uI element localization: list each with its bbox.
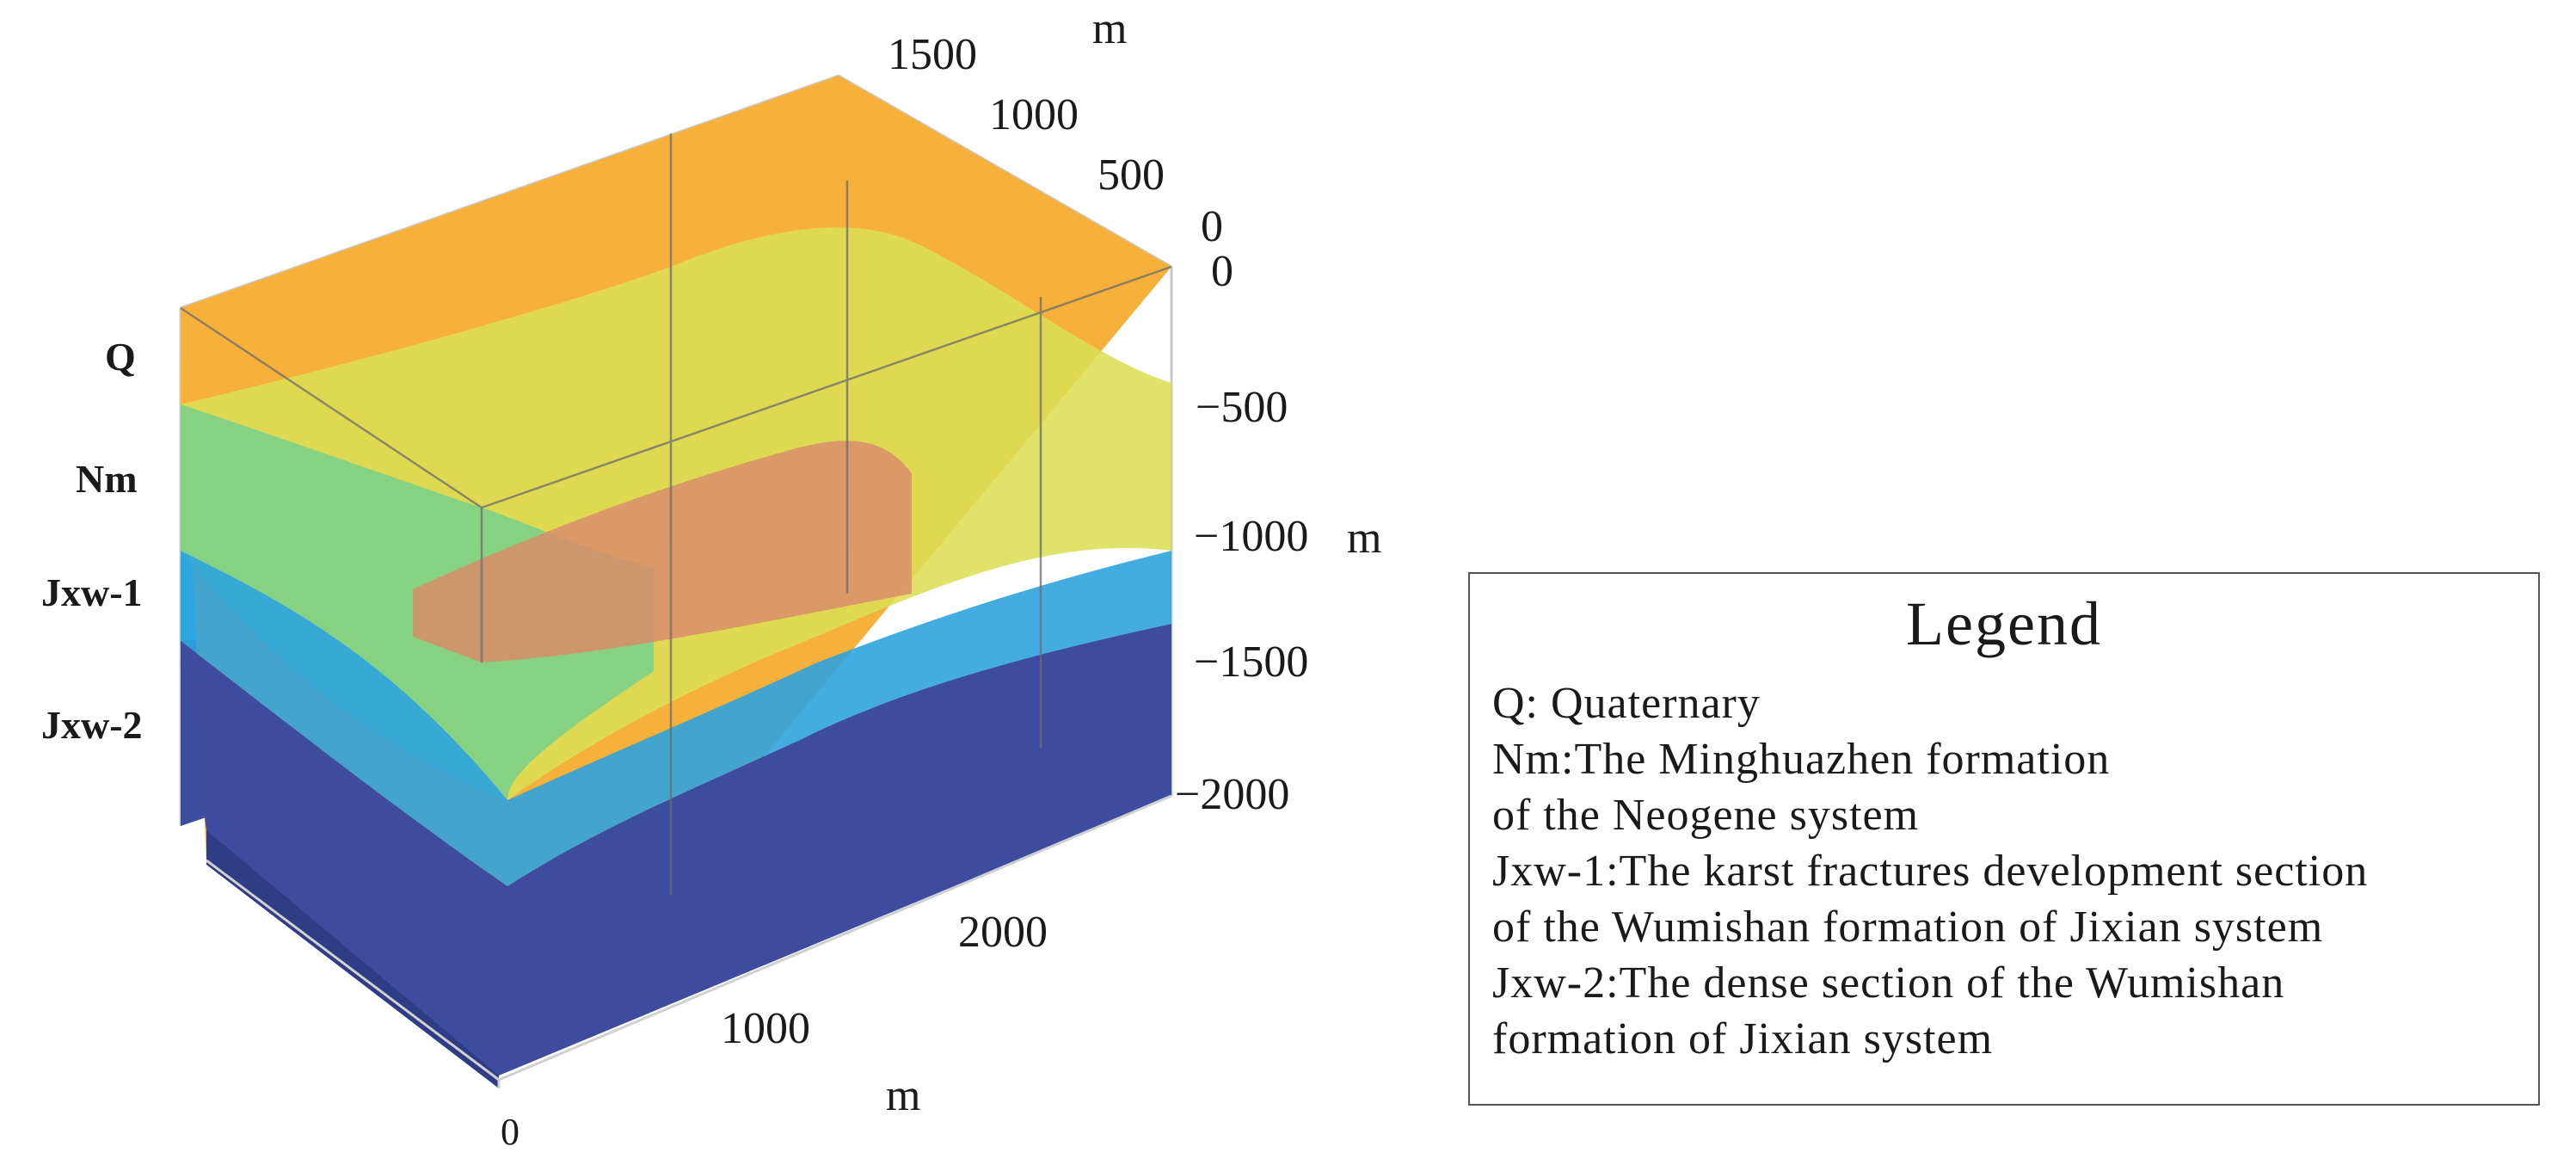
legend-box: Legend Q: Quaternary Nm:The Minghuazhen … xyxy=(1468,572,2540,1106)
back-tick-0: 0 xyxy=(1201,202,1223,251)
depth-tick-2: −1000 xyxy=(1194,512,1308,561)
legend-line: formation of Jixian system xyxy=(1492,1014,1994,1063)
layer-label-jxw2: Jxw-2 xyxy=(41,703,143,747)
depth-tick-4: −2000 xyxy=(1175,770,1289,819)
inner-block xyxy=(413,441,912,663)
depth-axis: 0 −500 −1000 −1500 −2000 m xyxy=(1175,247,1381,819)
back-axis: 0 500 1000 1500 m xyxy=(888,4,1223,251)
layer-label-q: Q xyxy=(105,335,136,379)
front-tick-2: 2000 xyxy=(958,908,1048,957)
jxw2-layer xyxy=(181,624,1171,1075)
back-unit: m xyxy=(1092,4,1127,53)
legend-line: Nm:The Minghuazhen formation xyxy=(1492,735,2111,784)
layer-label-nm: Nm xyxy=(76,457,138,501)
front-tick-0: 0 xyxy=(501,1111,520,1153)
back-tick-1: 500 xyxy=(1097,151,1165,200)
legend-title: Legend xyxy=(1906,589,2102,658)
legend-line: of the Wumishan formation of Jixian syst… xyxy=(1492,903,2324,952)
legend-line: Q: Quaternary xyxy=(1492,679,1761,728)
layer-label-jxw1: Jxw-1 xyxy=(41,570,143,614)
legend-line: Jxw-2:The dense section of the Wumishan xyxy=(1492,958,2285,1008)
legend-line: of the Neogene system xyxy=(1492,791,1920,840)
jxw1-layer xyxy=(181,551,1171,886)
bounding-box-front xyxy=(206,794,1172,1088)
depth-unit: m xyxy=(1347,514,1381,563)
front-unit: m xyxy=(886,1071,920,1120)
front-axis: 0 1000 2000 m xyxy=(501,908,1048,1153)
back-tick-2: 1000 xyxy=(989,90,1079,139)
front-tick-1: 1000 xyxy=(721,1004,810,1053)
depth-tick-0: 0 xyxy=(1211,247,1233,296)
depth-tick-1: −500 xyxy=(1196,383,1288,432)
back-tick-3: 1500 xyxy=(888,30,977,79)
inner-wireframe xyxy=(180,133,1172,895)
legend-line: Jxw-1:The karst fractures development se… xyxy=(1492,847,2369,896)
depth-tick-3: −1500 xyxy=(1194,638,1308,687)
